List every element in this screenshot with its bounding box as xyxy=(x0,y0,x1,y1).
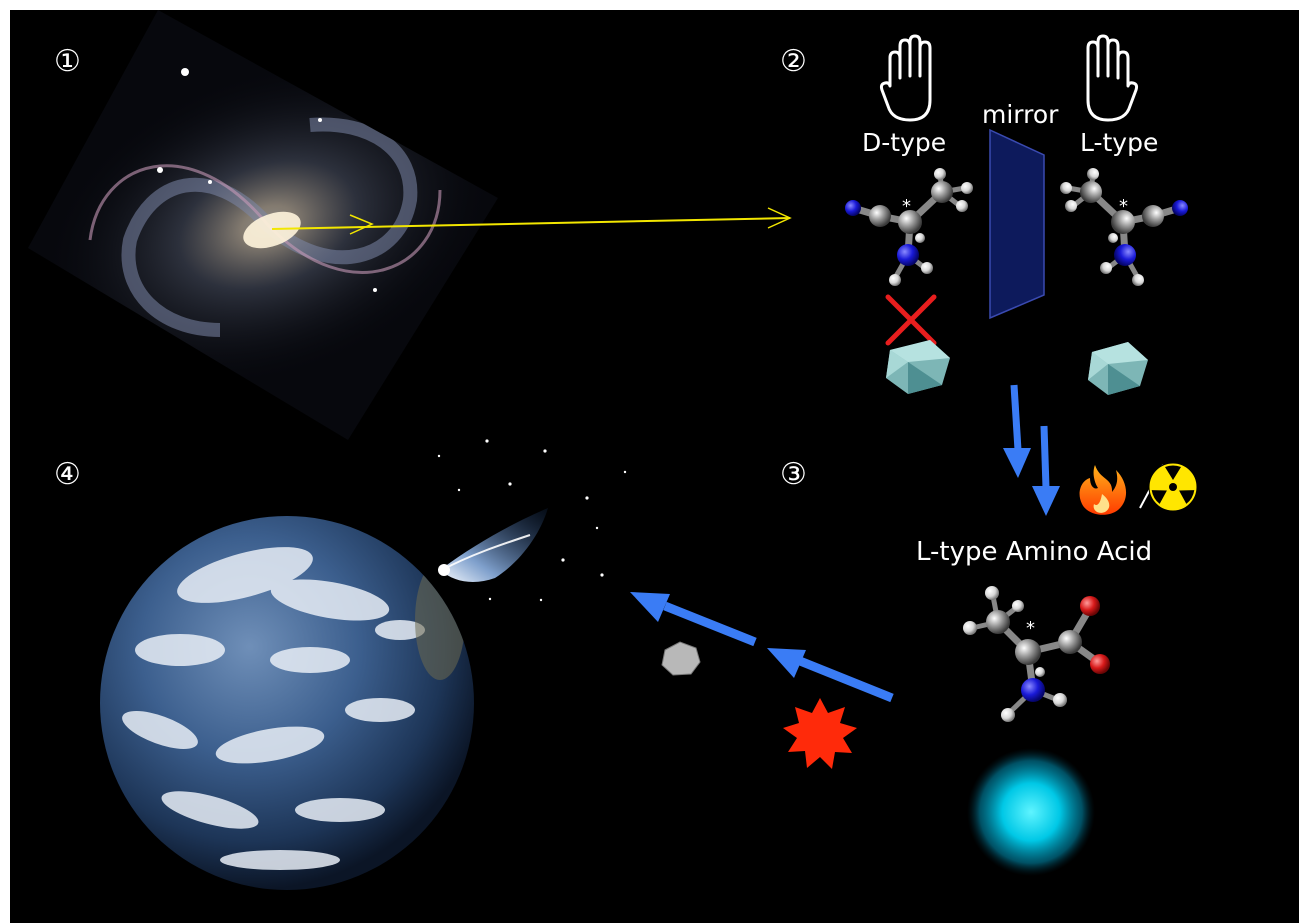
chiral-mark-l: * xyxy=(1119,196,1128,217)
step-label-2: ② xyxy=(780,44,807,79)
diagram-graphics xyxy=(28,10,1198,890)
molecule-icon xyxy=(845,168,973,286)
crystal-icon xyxy=(886,340,950,394)
blue-arrow xyxy=(1003,384,1060,516)
burst-icon xyxy=(783,698,857,769)
hand-icon xyxy=(1086,34,1139,122)
comet-icon xyxy=(438,508,548,582)
step-label-4: ④ xyxy=(54,457,81,492)
step-label-1: ① xyxy=(54,44,81,79)
cross-icon xyxy=(885,294,937,346)
molecule-icon xyxy=(1060,168,1188,286)
radiation-icon xyxy=(1148,462,1198,512)
star-field xyxy=(437,439,627,602)
d-type-label: D-type xyxy=(862,128,947,157)
orb-icon xyxy=(967,748,1095,876)
step-label-3: ③ xyxy=(780,457,807,492)
fire-icon xyxy=(1079,465,1127,515)
l-type-label: L-type xyxy=(1080,128,1159,157)
amino-acid-title: L-type Amino Acid xyxy=(916,537,1153,567)
chiral-mark-d: * xyxy=(902,196,911,217)
crystal-icon xyxy=(1088,342,1148,395)
molecule-icon xyxy=(963,586,1110,722)
hand-icon xyxy=(879,34,932,122)
yellow-arrow xyxy=(271,207,792,235)
earth-icon xyxy=(100,516,474,890)
blue-arrow xyxy=(630,592,894,703)
chiral-mark-amino: * xyxy=(1026,618,1035,639)
asteroid-icon xyxy=(661,641,701,676)
mirror-icon xyxy=(989,128,1045,320)
galaxy-icon xyxy=(28,10,498,440)
mirror-label: mirror xyxy=(982,100,1059,129)
diagram-canvas: ① ② ③ ④ D-type L-type mirror * * L-type … xyxy=(10,10,1299,923)
